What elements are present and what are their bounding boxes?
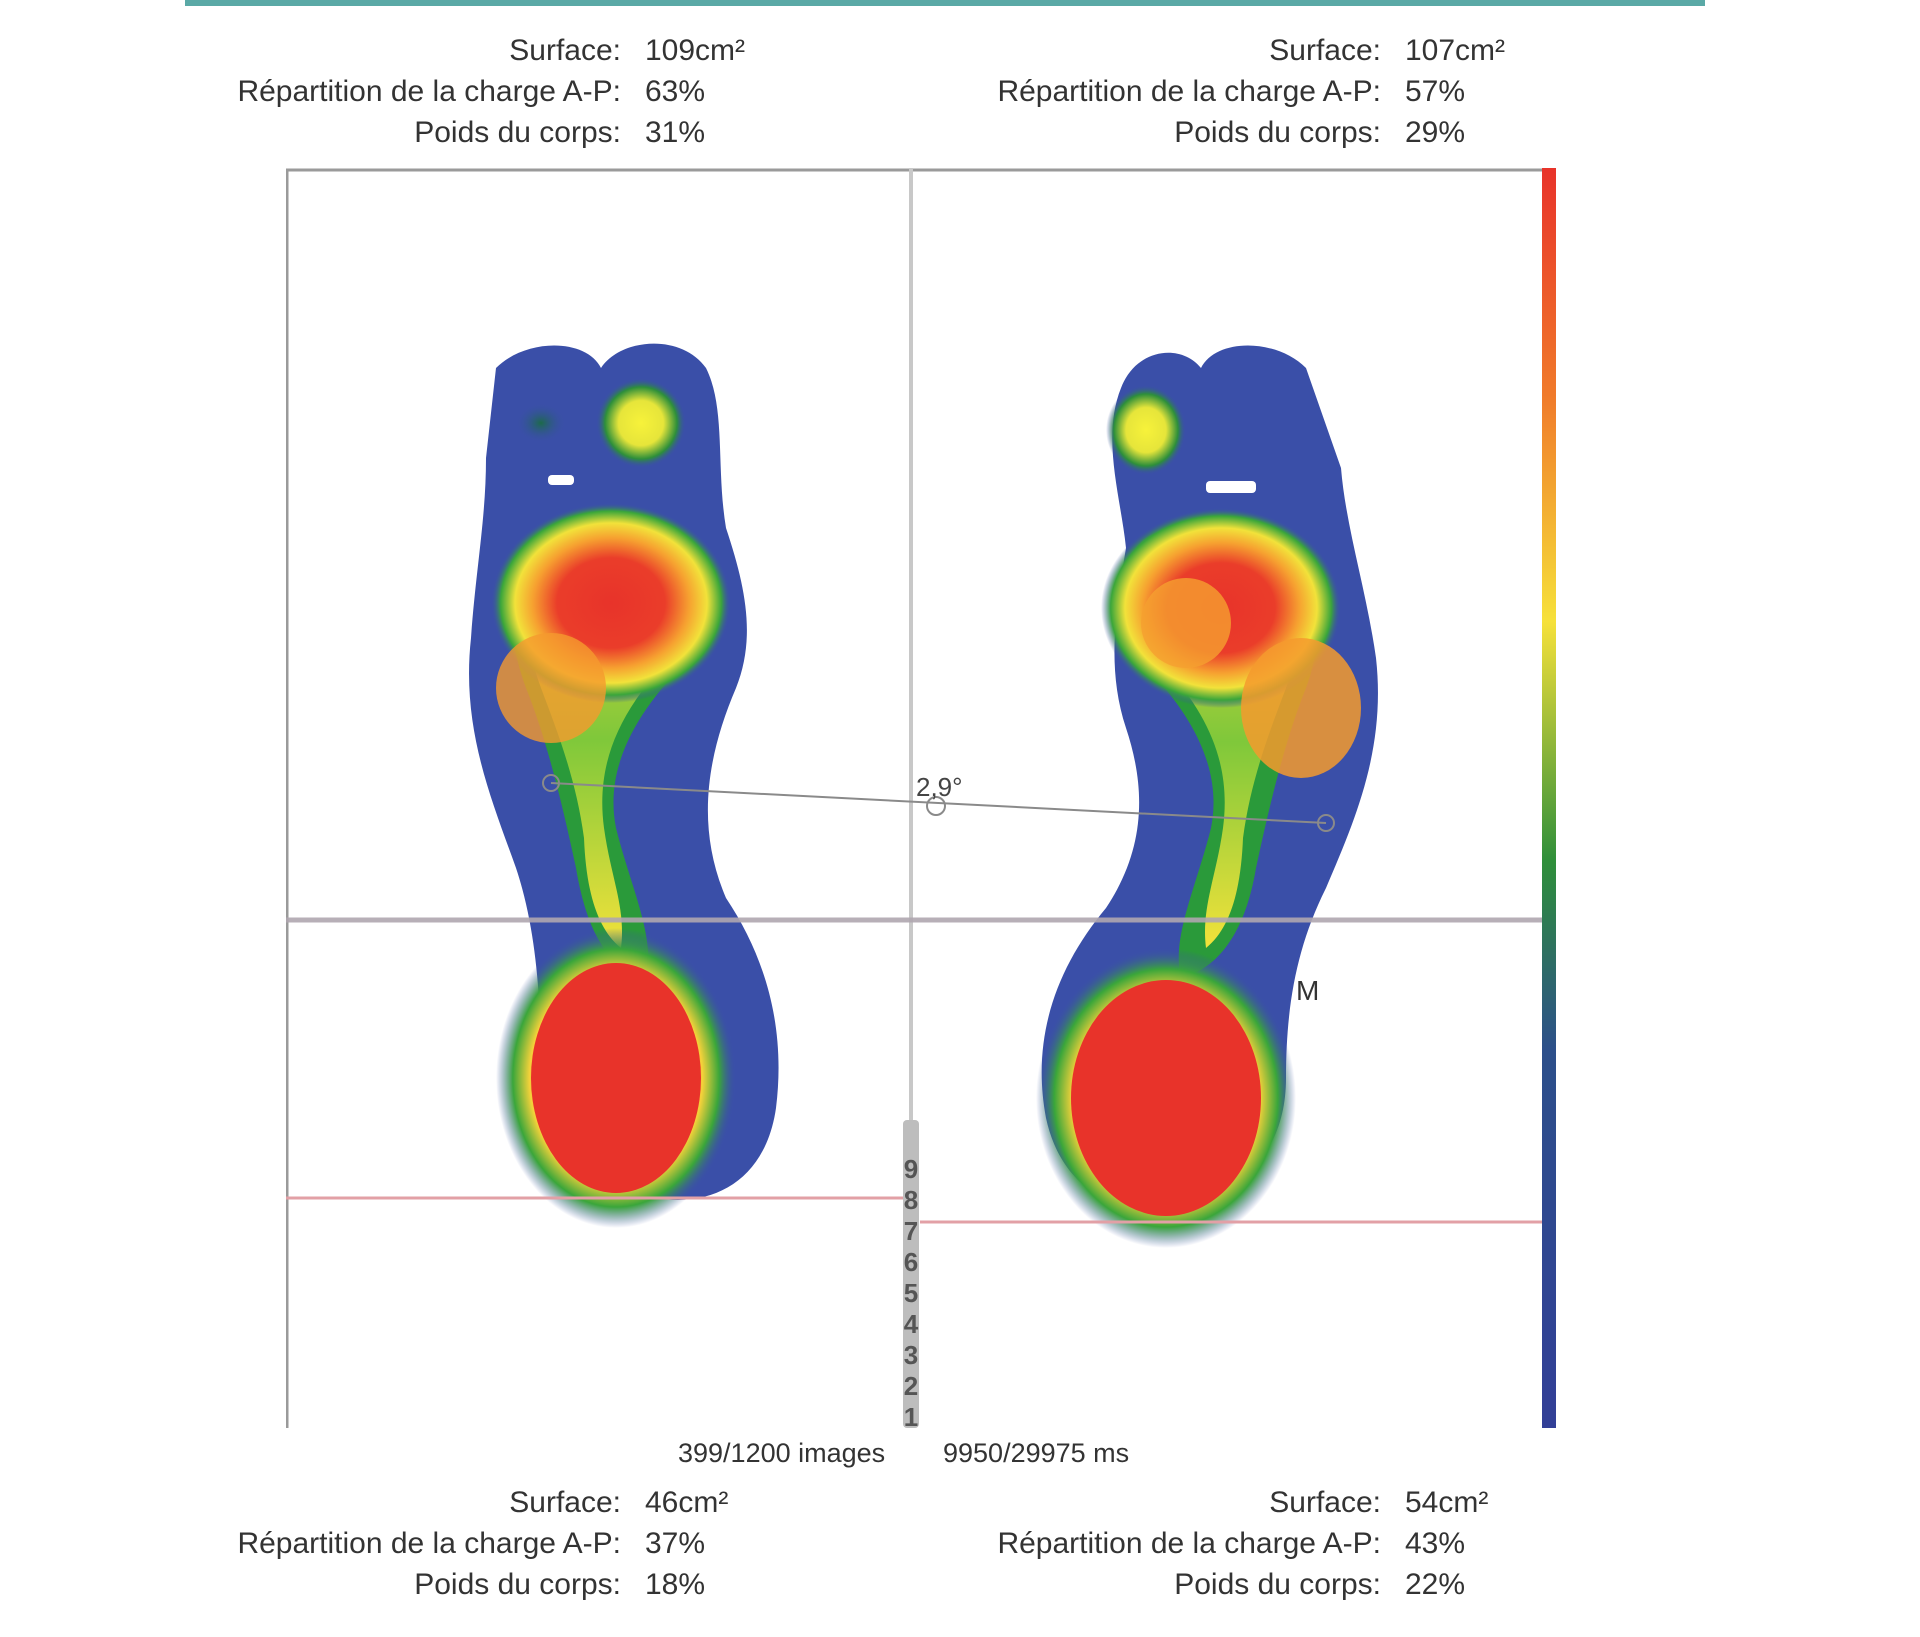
- load-distribution-value: 37%: [645, 1527, 706, 1560]
- load-distribution-label: Répartition de la charge A-P:: [997, 1527, 1381, 1560]
- load-distribution-value: 43%: [1405, 1527, 1466, 1560]
- timeline-tick: 3: [904, 1340, 918, 1370]
- right-foot-pressure: [1036, 345, 1378, 1248]
- body-weight-value: 29%: [1405, 116, 1466, 149]
- timeline-tick: 1: [904, 1402, 918, 1428]
- angle-label: 2,9°: [916, 772, 963, 802]
- timeline-tick: 4: [904, 1309, 919, 1339]
- surface-label: Surface:: [509, 1486, 621, 1519]
- surface-value: 46cm²: [645, 1486, 729, 1519]
- frame-counter: 399/1200 images: [678, 1438, 886, 1468]
- timeline-tick: 5: [904, 1278, 918, 1308]
- load-distribution-value: 63%: [645, 75, 706, 108]
- axis-point-left[interactable]: [542, 774, 560, 792]
- surface-label: Surface:: [1269, 34, 1381, 67]
- stats-top-right: Surface: 107cm² Répartition de la charge …: [945, 30, 1505, 153]
- body-weight-label: Poids du corps:: [414, 1568, 621, 1601]
- body-weight-label: Poids du corps:: [414, 116, 621, 149]
- timeline-tick: 7: [904, 1216, 918, 1246]
- load-distribution-label: Répartition de la charge A-P:: [237, 1527, 621, 1560]
- timeline-tick: 9: [904, 1154, 918, 1184]
- pressure-color-scale: [1542, 168, 1556, 1428]
- time-counter: 9950/29975 ms: [943, 1438, 1130, 1468]
- pressure-map: 2,9° M 9 8 7 6 5 4 3 2 1: [285, 168, 1556, 1432]
- timeline-tick: 2: [904, 1371, 918, 1401]
- surface-value: 107cm²: [1405, 34, 1506, 67]
- foot-axis-line: [550, 782, 1327, 824]
- timeline-tick: 8: [904, 1185, 918, 1215]
- surface-value: 109cm²: [645, 34, 746, 67]
- top-accent-line: [185, 0, 1705, 6]
- timeline-ticks: 9 8 7 6 5 4 3 2 1: [904, 1154, 919, 1432]
- axis-point-center[interactable]: [926, 796, 946, 816]
- load-distribution-value: 57%: [1405, 75, 1466, 108]
- left-foot-pressure: [469, 343, 779, 1228]
- timeline-tick: 6: [904, 1247, 918, 1277]
- axis-point-right[interactable]: [1317, 814, 1335, 832]
- surface-value: 54cm²: [1405, 1486, 1489, 1519]
- body-weight-value: 18%: [645, 1568, 706, 1601]
- body-weight-value: 22%: [1405, 1568, 1466, 1601]
- body-weight-label: Poids du corps:: [1174, 1568, 1381, 1601]
- timeline-slider[interactable]: [903, 1120, 919, 1428]
- stats-bottom-left: Surface: 46cm² Répartition de la charge A…: [185, 1482, 728, 1605]
- stats-bottom-right: Surface: 54cm² Répartition de la charge A…: [945, 1482, 1488, 1605]
- body-weight-value: 31%: [645, 116, 706, 149]
- pressure-map-panel: 2,9° M 9 8 7 6 5 4 3 2 1: [285, 168, 1556, 1432]
- stats-top-left: Surface: 109cm² Répartition de la charge …: [185, 30, 745, 153]
- load-distribution-label: Répartition de la charge A-P:: [237, 75, 621, 108]
- surface-label: Surface:: [1269, 1486, 1381, 1519]
- load-distribution-label: Répartition de la charge A-P:: [997, 75, 1381, 108]
- heel-marker-label: M: [1296, 975, 1319, 1006]
- body-weight-label: Poids du corps:: [1174, 116, 1381, 149]
- surface-label: Surface:: [509, 34, 621, 67]
